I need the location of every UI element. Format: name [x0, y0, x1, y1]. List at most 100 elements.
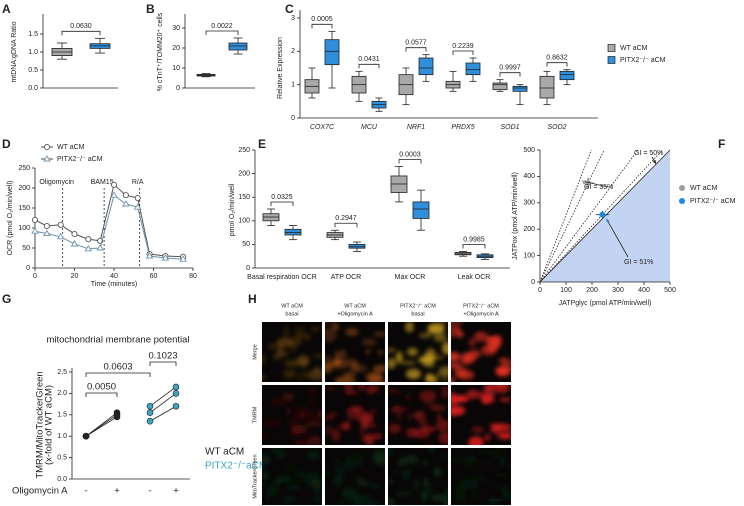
y-tick-label: 1: [291, 82, 295, 89]
signal-blob: [325, 329, 337, 343]
y-tick-label: 30: [172, 25, 180, 32]
panel-letter: A: [2, 2, 11, 16]
signal-blob: [365, 349, 371, 354]
bracket: [85, 372, 151, 377]
x-tick-label: NRF1: [407, 124, 425, 131]
signal-blob: [451, 352, 461, 362]
column-header: PITX2⁻/⁻ aCM: [463, 303, 499, 309]
micrograph: [451, 448, 511, 505]
annotation: GI = 35%: [584, 184, 613, 191]
gi-guide: [539, 149, 592, 283]
chart-title: mitochondrial membrane potential: [46, 335, 189, 346]
signal-blob: [452, 496, 469, 503]
signal-blob: [331, 322, 340, 332]
signal-blob: [304, 421, 322, 428]
signal-blob: [437, 414, 442, 421]
bracket: [61, 30, 101, 36]
signal-blob: [313, 353, 322, 359]
signal-blob: [392, 470, 398, 474]
signal-blob: [294, 407, 308, 412]
x-tick-label: -: [84, 486, 87, 497]
signal-blob: [488, 496, 497, 503]
point: [146, 402, 154, 410]
box: [284, 228, 302, 236]
y-tick-label: 200: [238, 170, 250, 177]
marker: [84, 244, 93, 252]
signal-blob: [365, 434, 374, 445]
marker: [134, 194, 141, 202]
signal-blob: [440, 322, 447, 326]
signal-blob: [357, 480, 371, 487]
signal-blob: [294, 326, 306, 336]
signal-blob: [451, 376, 456, 382]
signal-blob: [289, 341, 296, 354]
point: [146, 409, 154, 416]
signal-blob: [499, 366, 507, 376]
signal-blob: [391, 405, 402, 412]
signal-blob: [452, 395, 469, 403]
y-tick-label: 200: [523, 226, 535, 233]
signal-blob: [282, 494, 294, 505]
row-label: Merge: [252, 344, 258, 360]
panel-letter: E: [258, 137, 266, 151]
marker: [122, 200, 130, 207]
micrograph-signal: [262, 448, 322, 505]
y-tick-label: 0: [26, 265, 30, 272]
micrograph-signal: [325, 448, 385, 505]
signal-blob: [269, 419, 282, 427]
signal-blob: [290, 426, 298, 438]
signal-blob: [498, 357, 509, 364]
signal-blob: [506, 463, 511, 471]
signal-blob: [403, 406, 410, 410]
signal-blob: [358, 422, 366, 435]
panel-letter: C: [285, 2, 294, 16]
p-value: 0.0431: [358, 56, 380, 63]
x-tick-label: 0: [33, 273, 37, 280]
row-label: TMRM: [252, 406, 258, 423]
marker: [161, 254, 170, 261]
y-axis-label: TMRM/MitoTrackerGreen: [35, 371, 46, 478]
y-axis-label: JATPox (pmol ATP/min/well): [512, 172, 519, 260]
signal-blob: [424, 442, 432, 445]
micrograph-signal: [451, 448, 511, 505]
signal-blob: [405, 468, 412, 474]
legend-label: PITX2⁻/⁻ aCM: [690, 198, 736, 205]
marker: [133, 203, 142, 210]
signal-blob: [395, 351, 403, 364]
point: [585, 180, 592, 186]
p-value: 0.0603: [103, 362, 132, 373]
signal-blob: [407, 412, 412, 422]
signal-blob: [292, 474, 303, 483]
event-label: Oligomycin: [39, 179, 74, 186]
signal-blob: [492, 472, 509, 478]
micrograph-signal: [262, 324, 322, 382]
column-header: WT aCM: [281, 303, 303, 309]
signal-blob: [417, 357, 433, 363]
signal-blob: [373, 364, 385, 373]
signal-blob: [451, 322, 462, 328]
y-tick-label: 150: [18, 205, 30, 212]
signal-blob: [272, 396, 279, 407]
point: [113, 409, 121, 416]
signal-blob: [267, 343, 276, 350]
signal-blob: [412, 478, 421, 492]
signal-blob: [310, 436, 322, 445]
marker: [31, 227, 39, 234]
signal-blob: [342, 358, 358, 366]
signal-blob: [396, 415, 402, 419]
y-tick-label: 50: [242, 241, 250, 248]
point: [146, 417, 154, 425]
micrograph: [325, 448, 385, 505]
y-tick-label: 0.0: [28, 85, 38, 92]
column-header: +Oligomycin A: [337, 311, 373, 317]
signal-blob: [262, 455, 270, 467]
signal-blob: [310, 327, 322, 331]
signal-blob: [334, 376, 353, 382]
signal-blob: [297, 424, 302, 436]
bracket: [546, 62, 568, 67]
y-tick-label: 0.0: [57, 476, 67, 483]
signal-blob: [372, 448, 385, 454]
signal-blob: [327, 412, 339, 416]
micrograph: [325, 385, 385, 445]
p-value: 0.8632: [546, 55, 568, 62]
